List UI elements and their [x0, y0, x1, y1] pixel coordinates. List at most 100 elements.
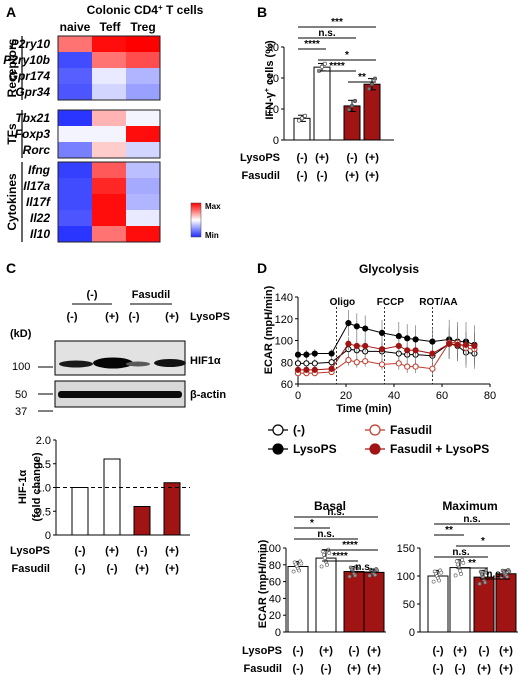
condition-value: (-)	[433, 645, 444, 657]
heatmap-cell	[92, 84, 126, 100]
y-tick-label: 0	[275, 627, 281, 639]
data-point	[507, 569, 512, 574]
heatmap-cell	[92, 126, 126, 142]
condition-value: (+)	[347, 663, 361, 675]
series-marker	[353, 342, 360, 350]
bar	[315, 557, 337, 633]
significance-label: *	[481, 536, 485, 547]
data-point	[366, 86, 372, 91]
heatmap-cell	[126, 162, 160, 178]
series-marker	[303, 366, 310, 373]
hif-y-axis-label: HIF-1α	[17, 470, 29, 505]
condition-row-label: Fasudil	[243, 663, 282, 675]
series-marker	[294, 351, 302, 358]
series-marker	[395, 360, 402, 367]
series-marker	[328, 365, 335, 372]
data-point	[483, 580, 488, 585]
series-line	[298, 322, 475, 356]
significance-label: ****	[304, 39, 320, 50]
condition-value: (-)	[137, 545, 148, 557]
condition-value: (+)	[165, 545, 179, 557]
condition-row-label: LysoPS	[10, 545, 50, 557]
glycolysis-title: Glycolysis	[359, 262, 419, 276]
data-point	[321, 552, 326, 557]
hif1a-band-1	[59, 360, 93, 368]
series-marker	[303, 360, 310, 367]
series-marker	[345, 356, 352, 364]
condition-row-label: LysoPS	[242, 645, 282, 657]
y-tick-label: 60	[281, 379, 293, 391]
series-marker	[362, 342, 369, 350]
series-marker	[353, 323, 360, 330]
condition-value: (+)	[135, 563, 149, 575]
maximum-title: Maximum	[442, 499, 497, 513]
bar	[103, 458, 121, 536]
y-tick-label: 100	[397, 571, 415, 583]
ifng-y-axis-label: IFN-γ+ cells (%)	[264, 40, 276, 120]
basal-y-axis-label: ECAR (mpH/min)	[257, 539, 269, 628]
data-point	[349, 103, 355, 108]
heatmap-cell	[58, 110, 92, 126]
bar	[495, 573, 517, 633]
condition-value: (-)	[107, 563, 118, 575]
condition-value: (-)	[75, 545, 86, 557]
injection-label: ROT/AA	[419, 297, 457, 308]
data-point	[296, 118, 302, 123]
series-marker	[471, 342, 478, 350]
y-tick-label: 20	[267, 73, 279, 85]
bar	[363, 571, 385, 633]
y-tick-label: 0	[273, 135, 279, 147]
legend-marker	[369, 424, 381, 436]
data-point	[505, 574, 510, 579]
legend-label: Fasudil	[390, 423, 432, 437]
data-point	[322, 61, 328, 66]
series-marker	[404, 363, 411, 370]
data-point	[347, 574, 352, 579]
group-label: Cytokines	[5, 173, 19, 231]
blot-lane-label-4: (+)	[165, 311, 179, 323]
blot-group-label-neg: (-)	[87, 289, 98, 301]
data-point	[291, 569, 296, 574]
significance-label: ****	[342, 540, 358, 551]
heatmap-cell	[92, 36, 126, 52]
x-tick-label: 20	[340, 390, 352, 402]
heatmap-cell	[126, 178, 160, 194]
heatmap-col-label-teff: Teff	[99, 20, 121, 34]
significance-label: **	[468, 558, 476, 569]
series-line	[298, 343, 475, 364]
data-point	[454, 559, 459, 564]
series-marker	[412, 336, 419, 343]
condition-value: (-)	[293, 645, 304, 657]
gene-label: P2ry10b	[3, 53, 50, 67]
heatmap-cell	[126, 142, 160, 158]
condition-value: (+)	[165, 563, 179, 575]
series-marker	[412, 347, 419, 354]
bar	[473, 576, 495, 633]
bar	[313, 66, 331, 141]
data-point	[297, 568, 302, 573]
data-point	[322, 556, 327, 560]
heatmap-cell	[92, 226, 126, 242]
condition-value: (+)	[365, 170, 379, 182]
group-label: TFs	[5, 123, 19, 145]
condition-value: (+)	[367, 645, 381, 657]
series-marker	[446, 340, 453, 347]
legend-label: Fasudil + LysoPS	[390, 442, 489, 456]
data-point	[302, 113, 308, 118]
series-marker	[362, 325, 369, 332]
significance-label: n.s.	[452, 547, 469, 558]
series-marker	[362, 358, 369, 365]
data-point	[346, 107, 352, 112]
data-point	[319, 564, 324, 569]
data-point	[461, 560, 466, 565]
heatmap-cell	[58, 68, 92, 84]
y-tick-label: 40	[269, 593, 281, 605]
condition-value: (-)	[347, 152, 358, 164]
y-tick-label: 80	[281, 357, 293, 369]
data-point	[352, 98, 358, 103]
condition-value: (-)	[321, 663, 332, 675]
condition-value: (-)	[349, 645, 360, 657]
group-label: Receptors	[5, 38, 19, 97]
data-point	[437, 578, 442, 583]
